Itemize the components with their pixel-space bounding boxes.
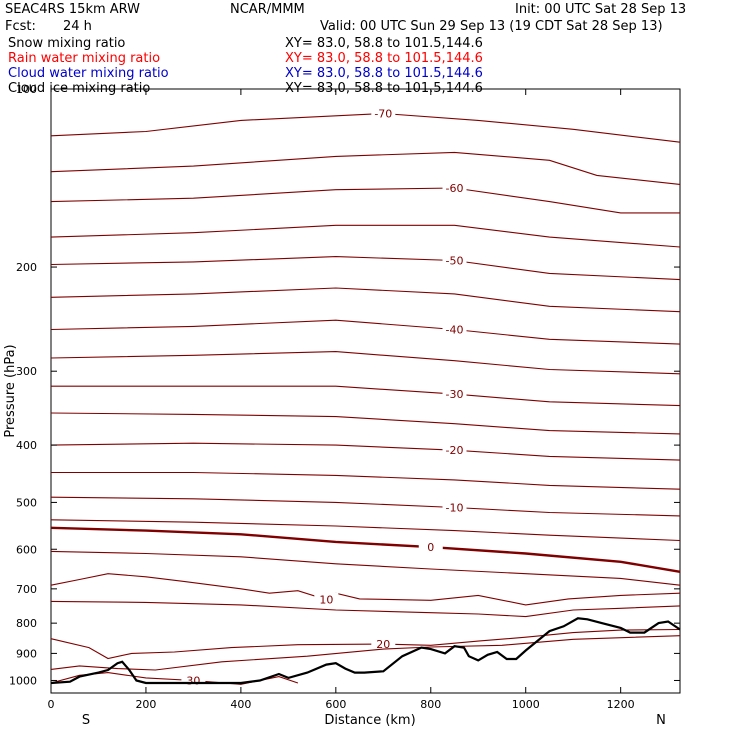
contour-label: -70 <box>374 107 392 120</box>
contour-label-bg <box>442 387 467 400</box>
legend-xy-rain: XY= 83.0, 58.8 to 101.5,144.6 <box>285 51 483 66</box>
contour-label: 0 <box>427 541 434 554</box>
contour-line <box>50 496 681 517</box>
y-tick-label: 500 <box>16 496 37 509</box>
contour-line <box>50 224 681 248</box>
y-tick-label: 600 <box>16 543 37 556</box>
center-label: NCAR/MMM <box>230 2 305 17</box>
x-tick-label: 1000 <box>512 698 540 711</box>
contour-line <box>50 412 681 435</box>
contour-label-bg <box>442 180 467 193</box>
contour-line <box>50 526 681 573</box>
contour-line <box>50 550 681 586</box>
x-tick-label: 200 <box>135 698 156 711</box>
contour-label: 20 <box>376 638 390 651</box>
contour-line <box>50 600 681 618</box>
legend-xy-snow: XY= 83.0, 58.8 to 101.5,144.6 <box>285 36 483 51</box>
terrain-line <box>50 617 681 685</box>
contour-label: -30 <box>446 388 464 401</box>
y-tick-label: 800 <box>16 617 37 630</box>
contour-label-bg <box>442 443 467 456</box>
endpoint-label-left: S <box>82 713 90 728</box>
x-tick-label: 1200 <box>607 698 635 711</box>
y-tick-label: 400 <box>16 439 37 452</box>
contour-label: -60 <box>446 182 464 195</box>
model-title: SEAC4RS 15km ARW <box>5 2 140 17</box>
contour-label: -10 <box>446 502 464 515</box>
contour-label-bg <box>371 637 396 650</box>
contour-line <box>50 287 681 313</box>
contour-label-bg <box>314 592 339 605</box>
contour-label-bg <box>442 322 467 335</box>
plot-frame <box>50 88 681 694</box>
fcst-label: Fcst: <box>5 19 36 34</box>
y-tick-label: 1000 <box>9 674 37 687</box>
contour-label-bg <box>442 500 467 513</box>
valid-time: Valid: 00 UTC Sun 29 Sep 13 (19 CDT Sat … <box>320 19 663 34</box>
legend-label-snow: Snow mixing ratio <box>8 36 125 51</box>
x-axis-ticks: 0 200 400 600 800 1000 1200 <box>48 89 635 711</box>
x-tick-label: 800 <box>420 698 441 711</box>
contour-label: 10 <box>319 594 333 607</box>
contour-label: -40 <box>446 323 464 336</box>
contour-line <box>50 635 681 671</box>
legend-xy-cloud-water: XY= 83.0, 58.8 to 101.5,144.6 <box>285 66 483 81</box>
legend-label-rain: Rain water mixing ratio <box>8 51 160 66</box>
contour-label: -50 <box>446 255 464 268</box>
contour-line <box>50 319 681 345</box>
y-tick-label: 200 <box>16 261 37 274</box>
contour-line <box>50 351 681 375</box>
contour-line <box>50 187 680 214</box>
x-tick-label: 0 <box>48 698 55 711</box>
contour-line <box>50 151 681 185</box>
contour-line <box>50 442 681 461</box>
contour-line <box>50 256 681 281</box>
contour-line <box>50 573 681 606</box>
fcst-value: 24 h <box>63 19 92 34</box>
endpoint-label-right: N <box>656 713 666 728</box>
temperature-contours: -70 -60 -50 -40 -30 -20 -10 0 10 20 30 <box>50 106 681 687</box>
y-tick-label: 300 <box>16 365 37 378</box>
contour-label-bg <box>371 106 396 119</box>
y-tick-label: 900 <box>16 647 37 660</box>
terrain-path <box>50 617 681 685</box>
contour-label-bg <box>442 253 467 266</box>
y-tick-label: 100 <box>16 83 37 96</box>
y-axis-label: Pressure (hPa) <box>3 344 18 437</box>
contour-line <box>50 628 681 660</box>
contour-label: 30 <box>186 674 200 687</box>
legend: Snow mixing ratio XY= 83.0, 58.8 to 101.… <box>8 36 483 96</box>
contour-line <box>50 519 681 542</box>
x-axis-label: Distance (km) <box>324 713 415 728</box>
contour-label-bg <box>418 540 443 553</box>
init-time: Init: 00 UTC Sat 28 Sep 13 <box>515 2 686 17</box>
y-tick-label: 700 <box>16 583 37 596</box>
contour-line <box>50 112 681 143</box>
contour-line <box>51 471 681 490</box>
x-tick-label: 400 <box>230 698 251 711</box>
legend-label-cloud-water: Cloud water mixing ratio <box>8 66 169 81</box>
x-tick-label: 600 <box>325 698 346 711</box>
contour-label: -20 <box>446 444 464 457</box>
contour-line <box>51 385 681 407</box>
